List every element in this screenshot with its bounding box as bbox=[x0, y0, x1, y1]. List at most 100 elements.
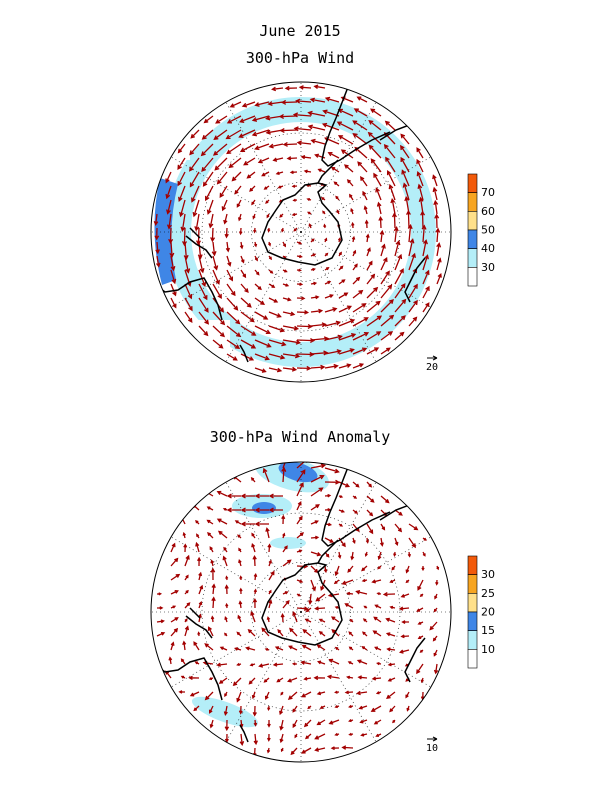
anomaly-vectors bbox=[156, 462, 440, 758]
wind-vector-arrow bbox=[254, 521, 269, 527]
wind-vector-arrow bbox=[400, 144, 410, 159]
wind-vector-arrow bbox=[347, 565, 354, 573]
wind-vector-arrow bbox=[291, 662, 298, 666]
wind-vector-arrow bbox=[254, 325, 272, 335]
wind-vector-arrow bbox=[324, 96, 340, 103]
wind-vector-arrow bbox=[352, 347, 368, 355]
wind-vector-arrow bbox=[371, 676, 382, 681]
wind-vector-arrow bbox=[153, 213, 159, 226]
colorbar-tick-label: 70 bbox=[481, 186, 495, 199]
wind-vector-arrow bbox=[224, 733, 229, 744]
wind-vector-arrow bbox=[394, 315, 406, 327]
wind-vector-arrow bbox=[226, 115, 242, 124]
anomaly-reference-vector: 10 bbox=[426, 736, 438, 754]
wind-vector-arrow bbox=[204, 643, 214, 651]
wind-vector-arrow bbox=[224, 615, 228, 623]
wind-vector-arrow bbox=[328, 719, 340, 725]
wind-vector-arrow bbox=[195, 519, 200, 525]
wind-vector-arrow bbox=[225, 602, 229, 609]
wind-vector-arrow bbox=[289, 170, 298, 175]
wind-vector-arrow bbox=[224, 691, 228, 698]
wind-vector-arrow bbox=[279, 128, 298, 133]
wind-vector-arrow bbox=[249, 185, 256, 192]
wind-vector-arrow bbox=[407, 223, 413, 243]
wind-vector-arrow bbox=[380, 256, 388, 271]
wind-vector-arrow bbox=[216, 518, 228, 525]
wind-vector-arrow bbox=[224, 632, 228, 637]
colorbar-segment bbox=[467, 630, 478, 650]
wind-vector-arrow bbox=[279, 719, 284, 731]
wind-vector-arrow bbox=[366, 509, 374, 517]
colorbar-segment bbox=[467, 574, 478, 594]
wind-vector-arrow bbox=[222, 555, 228, 567]
wind-vector-arrow bbox=[253, 572, 258, 581]
wind-vector-arrow bbox=[212, 255, 219, 271]
wind-vector-arrow bbox=[237, 614, 242, 623]
wind-vector-arrow bbox=[322, 210, 326, 215]
wind-vector-arrow bbox=[223, 213, 228, 225]
wind-vector-arrow bbox=[239, 115, 256, 123]
wind-vector-arrow bbox=[238, 129, 256, 138]
wind-vector-arrow bbox=[422, 551, 426, 557]
wind-vector-arrow bbox=[206, 519, 214, 525]
wind-vector-arrow bbox=[357, 675, 368, 680]
wind-vector-arrow bbox=[314, 733, 326, 740]
wind-reference-label: 20 bbox=[426, 362, 438, 373]
wind-vector-arrow bbox=[380, 299, 394, 313]
wind-vector-arrow bbox=[237, 213, 242, 222]
wind-vector-arrow bbox=[184, 283, 193, 300]
wind-vector-arrow bbox=[224, 227, 229, 239]
wind-vector-arrow bbox=[394, 253, 403, 271]
wind-vector-arrow bbox=[330, 166, 340, 173]
wind-vector-arrow bbox=[408, 238, 415, 257]
wind-vector-arrow bbox=[292, 611, 298, 623]
wind-vector-arrow bbox=[265, 199, 270, 204]
wind-vector-arrow bbox=[310, 504, 320, 511]
wind-vector-arrow bbox=[352, 120, 368, 131]
wind-vector-arrow bbox=[366, 286, 379, 299]
wind-vector-arrow bbox=[212, 325, 226, 338]
wind-vector-arrow bbox=[254, 507, 269, 513]
wind-vector-arrow bbox=[334, 605, 340, 610]
wind-vector-arrow bbox=[254, 367, 267, 373]
wind-vector-arrow bbox=[408, 299, 418, 313]
wind-vector-arrow bbox=[385, 632, 396, 637]
wind-vector-arrow bbox=[268, 297, 279, 303]
wind-vector-arrow bbox=[275, 171, 284, 176]
wind-vector-arrow bbox=[226, 325, 242, 338]
colorbar-tick-label: 60 bbox=[481, 205, 495, 218]
wind-vector-arrow bbox=[344, 603, 354, 609]
anomaly-map bbox=[150, 461, 452, 763]
wind-vector-arrow bbox=[323, 565, 328, 574]
wind-vector-arrow bbox=[178, 185, 186, 202]
wind-vector-arrow bbox=[314, 606, 326, 611]
wind-vector-arrow bbox=[224, 584, 229, 595]
wind-vector-arrow bbox=[282, 532, 286, 539]
wind-vector-arrow bbox=[267, 227, 271, 233]
wind-vector-arrow bbox=[373, 172, 382, 187]
wind-vector-arrow bbox=[201, 129, 214, 140]
wind-vector-arrow bbox=[261, 627, 270, 637]
colorbar-segment bbox=[467, 192, 478, 212]
wind-vector-arrow bbox=[268, 367, 283, 373]
wind-vector-arrow bbox=[394, 268, 404, 285]
wind-vector-arrow bbox=[253, 588, 258, 595]
wind-vector-arrow bbox=[236, 631, 242, 637]
wind-vector-arrow bbox=[189, 691, 200, 697]
colorbar-segment bbox=[467, 229, 478, 249]
wind-vector-arrow bbox=[328, 658, 340, 665]
wind-vector-arrow bbox=[282, 269, 288, 273]
wind-vector-arrow bbox=[355, 589, 368, 595]
wind-vector-arrow bbox=[352, 289, 364, 299]
wind-vector-arrow bbox=[170, 255, 176, 272]
wind-map-border bbox=[150, 81, 452, 383]
wind-jet-shade-dark bbox=[154, 178, 178, 285]
wind-vector-arrow bbox=[268, 339, 287, 347]
wind-vector-arrow bbox=[281, 466, 287, 483]
wind-vector-arrow bbox=[239, 587, 243, 595]
wind-vector-arrow bbox=[401, 620, 409, 624]
wind-vector-arrow bbox=[383, 143, 396, 159]
wind-vector-arrow bbox=[361, 646, 368, 651]
anomaly-colorbar: 10 15 20 25 30 bbox=[467, 555, 495, 669]
wind-vector-arrow bbox=[282, 241, 286, 248]
